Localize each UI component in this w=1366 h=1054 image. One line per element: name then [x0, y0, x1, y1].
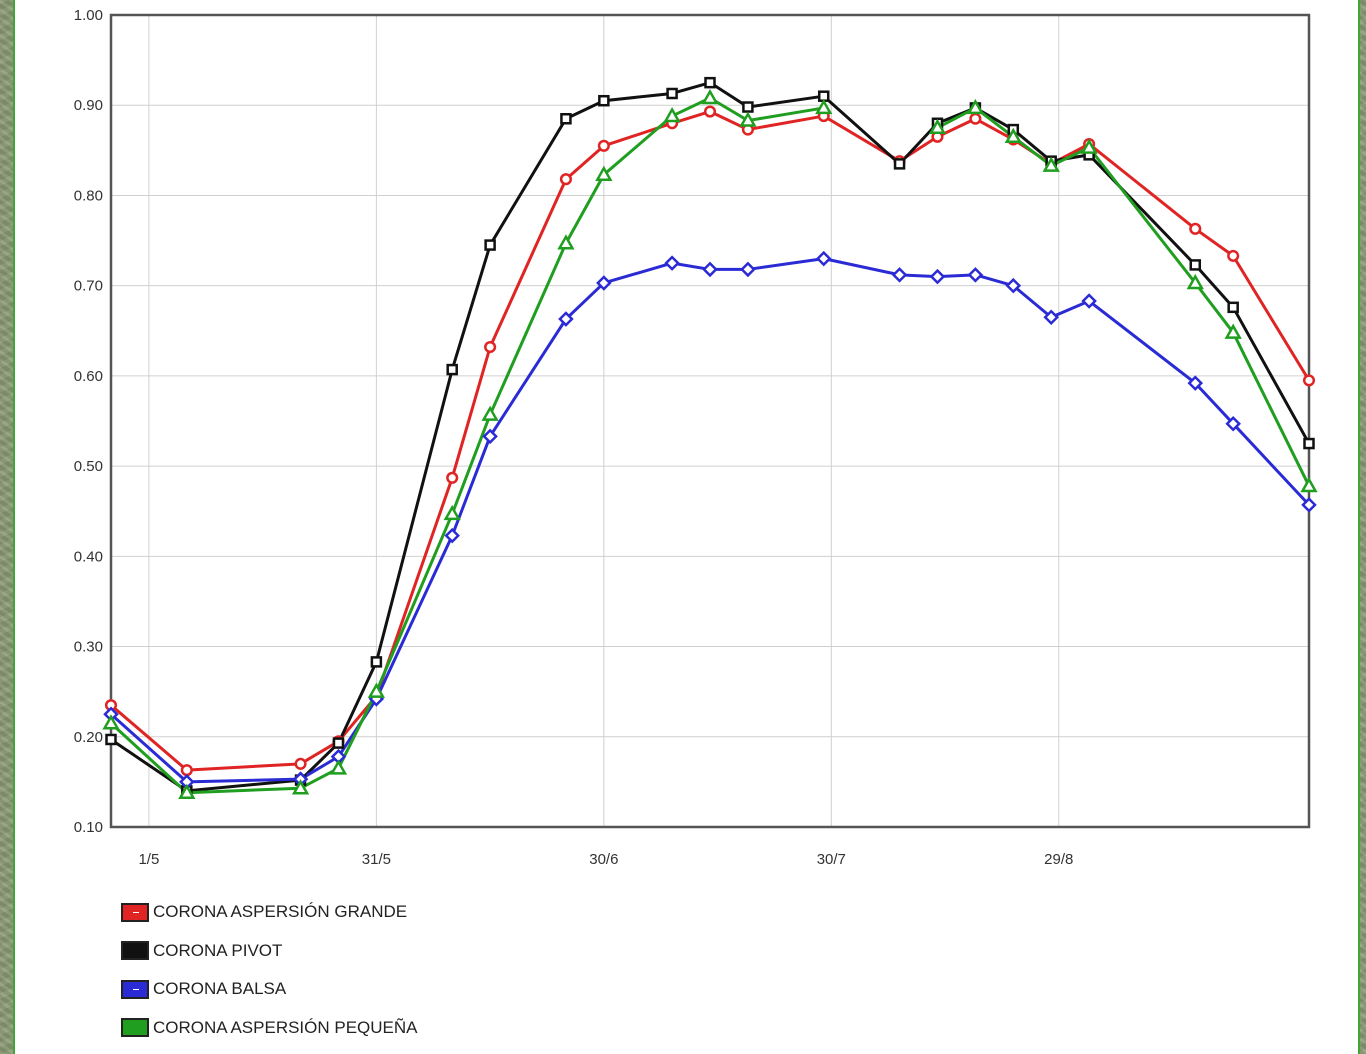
data-point[interactable]: CORONA ASPERSIÓN PEQUEÑA 18/8: 0.897: [966, 98, 985, 115]
data-point[interactable]: CORONA ASPERSIÓN PEQUEÑA 26/4: 0.215: [102, 714, 120, 730]
y-tick-label: 0.80: [74, 187, 103, 204]
legend-swatch: [121, 979, 149, 999]
series-line: [110, 257, 1311, 784]
data-point[interactable]: CORONA PIVOT 26/4: 0.197: [105, 733, 117, 746]
data-point[interactable]: CORONA BALSA 28/8: 0.665: [1043, 309, 1059, 326]
series-line: [109, 96, 824, 795]
y-tick-label: 0.30: [74, 639, 103, 656]
data-point[interactable]: CORONA BALSA 9/7: 0.725: [664, 255, 680, 271]
data-point[interactable]: CORONA ASPERSIÓN GRANDE 21/9: 0.733: [1227, 249, 1240, 262]
data-point[interactable]: CORONA ASPERSIÓN PEQUEÑA 31/5: 0.25: [367, 682, 386, 698]
data-point[interactable]: CORONA BALSA 23/8: 0.7: [1005, 277, 1022, 294]
data-point[interactable]: CORONA PIVOT 31/5: 0.283: [370, 656, 383, 668]
data-point[interactable]: CORONA BALSA 2/9: 0.683: [1081, 293, 1097, 309]
data-point[interactable]: CORONA ASPERSIÓN PEQUEÑA 19/7: 0.883: [739, 111, 757, 127]
data-point[interactable]: CORONA ASPERSIÓN PEQUEÑA 1/10: 0.478: [1300, 476, 1318, 493]
data-point[interactable]: CORONA ASPERSIÓN GRANDE 21/5: 0.17: [294, 757, 307, 770]
data-point[interactable]: CORONA ASPERSIÓN GRANDE 15/6: 0.632: [484, 340, 497, 354]
data-point[interactable]: CORONA BALSA 13/8: 0.71: [929, 268, 946, 285]
data-point[interactable]: CORONA BALSA 30/6: 0.703: [596, 275, 612, 291]
y-tick-label: 0.60: [74, 368, 103, 385]
data-point[interactable]: CORONA PIVOT 1/10: 0.525: [1303, 437, 1315, 450]
data-point[interactable]: CORONA ASPERSIÓN GRANDE 30/6: 0.855: [597, 139, 610, 152]
series-line: [110, 110, 1311, 772]
data-point[interactable]: CORONA PIVOT 9/7: 0.913: [666, 87, 678, 100]
data-point[interactable]: CORONA BALSA 19/7: 0.718: [740, 261, 756, 278]
plot-area-border: [109, 13, 1311, 829]
data-point[interactable]: CORONA ASPERSIÓN GRANDE 18/8: 0.885: [969, 112, 982, 125]
legend-label: CORONA BALSA: [153, 979, 287, 999]
data-point[interactable]: CORONA PIVOT 8/8: 0.835: [893, 158, 906, 170]
x-tick-label: 29/8: [1044, 851, 1073, 868]
y-tick-label: 0.70: [74, 278, 103, 295]
data-point[interactable]: CORONA BALSA 21/9: 0.547: [1225, 415, 1241, 432]
legend-swatch: [121, 941, 149, 961]
data-point[interactable]: CORONA PIVOT 26/5: 0.193: [332, 737, 345, 749]
data-point[interactable]: CORONA ASPERSIÓN PEQUEÑA 28/8: 0.833: [1042, 156, 1060, 172]
data-point[interactable]: CORONA BALSA 16/9: 0.592: [1187, 375, 1204, 391]
y-tick-label: 0.40: [74, 548, 103, 565]
legend-label: CORONA ASPERSIÓN GRANDE: [153, 902, 408, 922]
data-point[interactable]: CORONA BALSA 18/8: 0.712: [967, 267, 984, 283]
x-tick-label: 31/5: [362, 851, 391, 868]
data-point[interactable]: CORONA ASPERSIÓN PEQUEÑA 14/7: 0.908: [701, 88, 719, 105]
y-tick-label: 0.90: [74, 97, 103, 114]
data-point[interactable]: CORONA PIVOT 21/9: 0.676: [1227, 301, 1239, 314]
data-point[interactable]: CORONA PIVOT 10/6: 0.607: [446, 363, 458, 376]
data-point[interactable]: CORONA ASPERSIÓN PEQUEÑA 26/5: 0.165: [329, 759, 348, 775]
legend-item-balsa[interactable]: CORONA BALSA: [121, 970, 418, 1009]
data-point[interactable]: CORONA ASPERSIÓN PEQUEÑA 10/6: 0.447: [443, 504, 461, 521]
data-point[interactable]: CORONA ASPERSIÓN PEQUEÑA 29/7: 0.897: [815, 98, 833, 115]
y-tick-label: 1.00: [74, 7, 103, 24]
data-point[interactable]: CORONA ASPERSIÓN GRANDE 14/7: 0.893: [703, 105, 717, 118]
y-tick-label: 0.10: [74, 819, 103, 836]
legend-swatch: [121, 902, 149, 922]
data-point[interactable]: CORONA BALSA 10/6: 0.423: [444, 527, 460, 544]
data-point[interactable]: CORONA BALSA 15/6: 0.533: [482, 428, 498, 445]
chart-panel: [13, 0, 1360, 1054]
legend-item-pivot[interactable]: CORONA PIVOT: [121, 932, 418, 971]
legend-swatch: [121, 1018, 149, 1038]
x-tick-label: 30/6: [589, 851, 618, 868]
legend-item-aspersion-pequena[interactable]: CORONA ASPERSIÓN PEQUEÑA: [121, 1009, 418, 1048]
data-point[interactable]: CORONA BALSA 25/6: 0.663: [558, 311, 574, 327]
x-tick-label: 30/7: [817, 851, 846, 868]
data-point[interactable]: CORONA PIVOT 25/6: 0.885: [560, 113, 572, 125]
data-point[interactable]: CORONA PIVOT 15/6: 0.745: [484, 239, 496, 251]
data-point[interactable]: CORONA BALSA 14/7: 0.718: [702, 261, 718, 278]
data-point[interactable]: CORONA PIVOT 14/7: 0.925: [704, 76, 716, 89]
data-point[interactable]: CORONA PIVOT 19/7: 0.898: [742, 101, 754, 113]
y-tick-label: 0.20: [74, 729, 103, 746]
data-point[interactable]: CORONA ASPERSIÓN GRANDE 1/10: 0.595: [1302, 374, 1316, 387]
data-point[interactable]: CORONA ASPERSIÓN PEQUEÑA 16/9: 0.703: [1186, 273, 1204, 290]
data-point[interactable]: CORONA ASPERSIÓN GRANDE 25/6: 0.818: [559, 173, 572, 186]
data-point[interactable]: CORONA BALSA 29/7: 0.73: [815, 250, 832, 267]
data-point[interactable]: CORONA PIVOT 30/6: 0.905: [598, 94, 610, 107]
data-point[interactable]: CORONA ASPERSIÓN PEQUEÑA 21/5: 0.143: [291, 779, 310, 795]
data-point[interactable]: CORONA BALSA 8/8: 0.712: [891, 267, 908, 283]
legend-label: CORONA PIVOT: [153, 940, 283, 960]
data-point[interactable]: CORONA ASPERSIÓN GRANDE 6/5: 0.163: [180, 764, 193, 777]
data-point[interactable]: CORONA ASPERSIÓN PEQUEÑA 21/9: 0.648: [1224, 323, 1242, 339]
data-point[interactable]: CORONA ASPERSIÓN GRANDE 16/9: 0.763: [1189, 222, 1202, 235]
legend-item-aspersion-grande[interactable]: CORONA ASPERSIÓN GRANDE: [121, 893, 418, 932]
data-point[interactable]: CORONA ASPERSIÓN PEQUEÑA 25/6: 0.747: [557, 234, 575, 250]
x-tick-label: 1/5: [138, 851, 159, 868]
y-tick-label: 0.50: [74, 458, 103, 475]
data-point[interactable]: CORONA ASPERSIÓN PEQUEÑA 15/6: 0.557: [481, 405, 499, 421]
series-line: [110, 81, 1311, 793]
legend-label: CORONA ASPERSIÓN PEQUEÑA: [153, 1017, 418, 1037]
chart-legend: CORONA ASPERSIÓN GRANDE CORONA PIVOT COR…: [121, 893, 418, 1047]
series-line: [936, 106, 1311, 487]
data-point[interactable]: CORONA ASPERSIÓN PEQUEÑA 6/5: 0.138: [178, 783, 196, 799]
data-point[interactable]: CORONA ASPERSIÓN PEQUEÑA 13/8: 0.875: [928, 118, 947, 135]
data-point[interactable]: CORONA PIVOT 16/9: 0.723: [1189, 259, 1202, 271]
data-point[interactable]: CORONA ASPERSIÓN GRANDE 10/6: 0.487: [446, 471, 459, 484]
data-point[interactable]: CORONA ASPERSIÓN PEQUEÑA 23/8: 0.865: [1004, 127, 1022, 144]
data-point[interactable]: CORONA BALSA 1/10: 0.457: [1301, 497, 1317, 513]
data-point[interactable]: CORONA ASPERSIÓN PEQUEÑA 30/6: 0.823: [595, 165, 613, 181]
data-point[interactable]: CORONA ASPERSIÓN PEQUEÑA 2/9: 0.853: [1080, 138, 1098, 154]
data-point[interactable]: CORONA ASPERSIÓN PEQUEÑA 9/7: 0.888: [663, 107, 681, 123]
